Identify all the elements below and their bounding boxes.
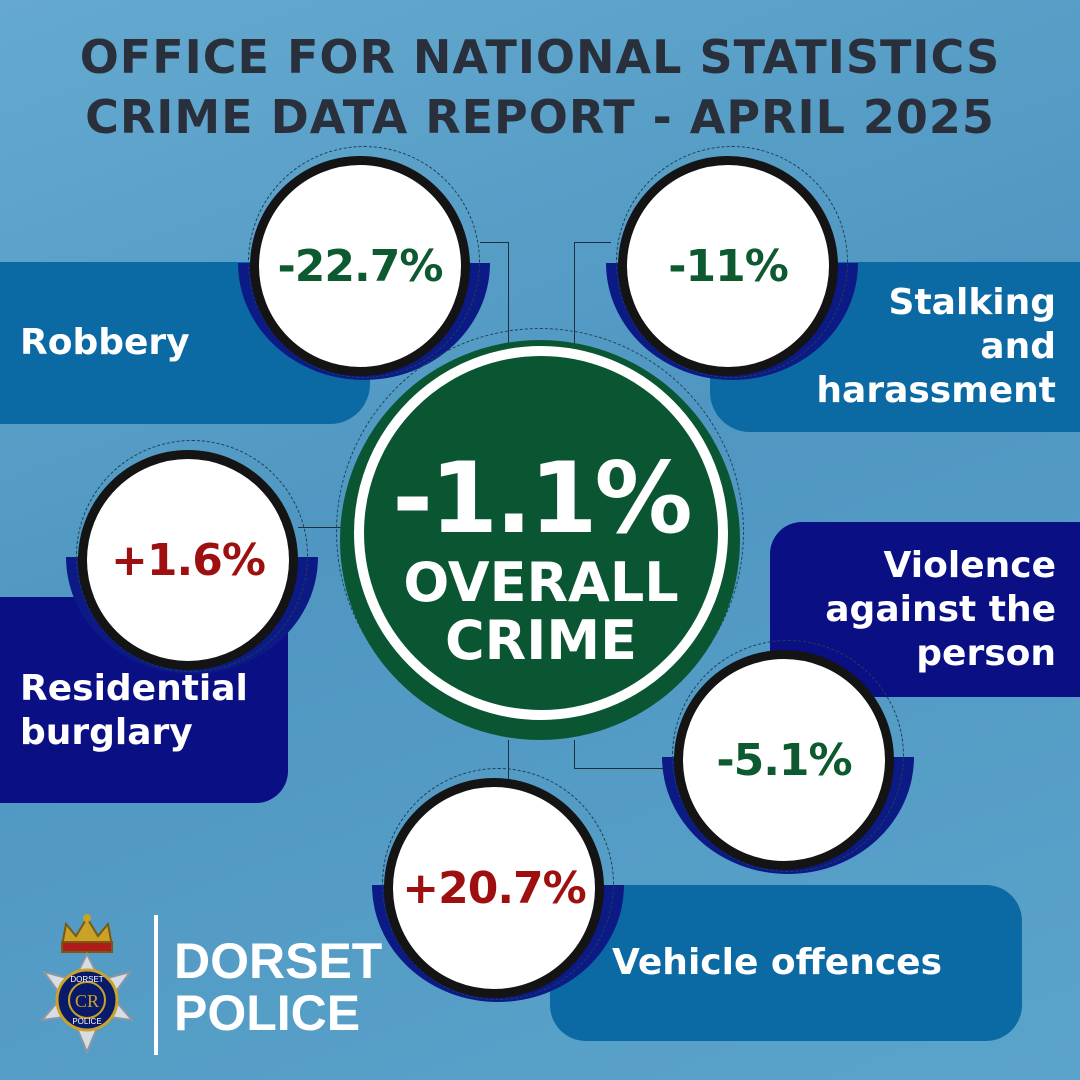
connector-stalking [574, 242, 611, 353]
label-stalking-2: and [980, 326, 1056, 367]
label-stalking-1: Stalking [888, 282, 1056, 323]
stat-value-robbery: -22.7% [250, 156, 470, 376]
label-robbery: Robbery [20, 322, 190, 363]
overall-crime-circle: -1.1% OVERALL CRIME [354, 346, 728, 720]
title-line-1: OFFICE FOR NATIONAL STATISTICS [79, 30, 1001, 84]
stat-ring-halo-burglary [76, 440, 308, 672]
label-burglary-2: burglary [20, 712, 193, 753]
panel-vehicle: Vehicle offences [550, 885, 1022, 1041]
stat-ring-halo-vehicle [382, 768, 614, 1000]
label-violence-3: person [916, 632, 1056, 674]
connector-violence [574, 740, 667, 769]
crest-bottom-text: POLICE [72, 1017, 101, 1026]
overall-label-line-1: OVERALL [403, 551, 679, 614]
connector-vehicle [508, 740, 510, 785]
stat-value-burglary: +1.6% [78, 450, 298, 670]
logo-line-2: POLICE [174, 985, 361, 1041]
label-violence-1: Violence [883, 544, 1056, 586]
stat-value-violence: -5.1% [674, 650, 894, 870]
crest-top-text: DORSET [70, 975, 103, 984]
stat-ring-halo-violence [672, 640, 904, 872]
label-vehicle: Vehicle offences [612, 942, 943, 983]
label-stalking-3: harassment [816, 370, 1056, 411]
stat-ring-halo-stalking [616, 146, 848, 378]
stat-ring-halo-robbery [248, 146, 480, 378]
connector-robbery [480, 242, 509, 353]
logo-text: DORSET POLICE [174, 935, 382, 1039]
title-line-2: CRIME DATA REPORT - APRIL 2025 [85, 90, 995, 144]
stat-value-vehicle: +20.7% [384, 778, 604, 998]
stat-value-stalking: -11% [618, 156, 838, 376]
crest-cypher: CR [75, 991, 99, 1011]
overall-value: -1.1% [392, 442, 692, 556]
label-violence-2: against the [825, 588, 1056, 630]
logo-line-1: DORSET [174, 933, 383, 989]
overall-label-line-2: CRIME [445, 609, 637, 672]
connector-burglary [298, 527, 350, 529]
logo-divider [154, 915, 158, 1055]
label-burglary-1: Residential [20, 668, 248, 709]
police-crest-icon: DORSET POLICE CR [22, 912, 152, 1058]
